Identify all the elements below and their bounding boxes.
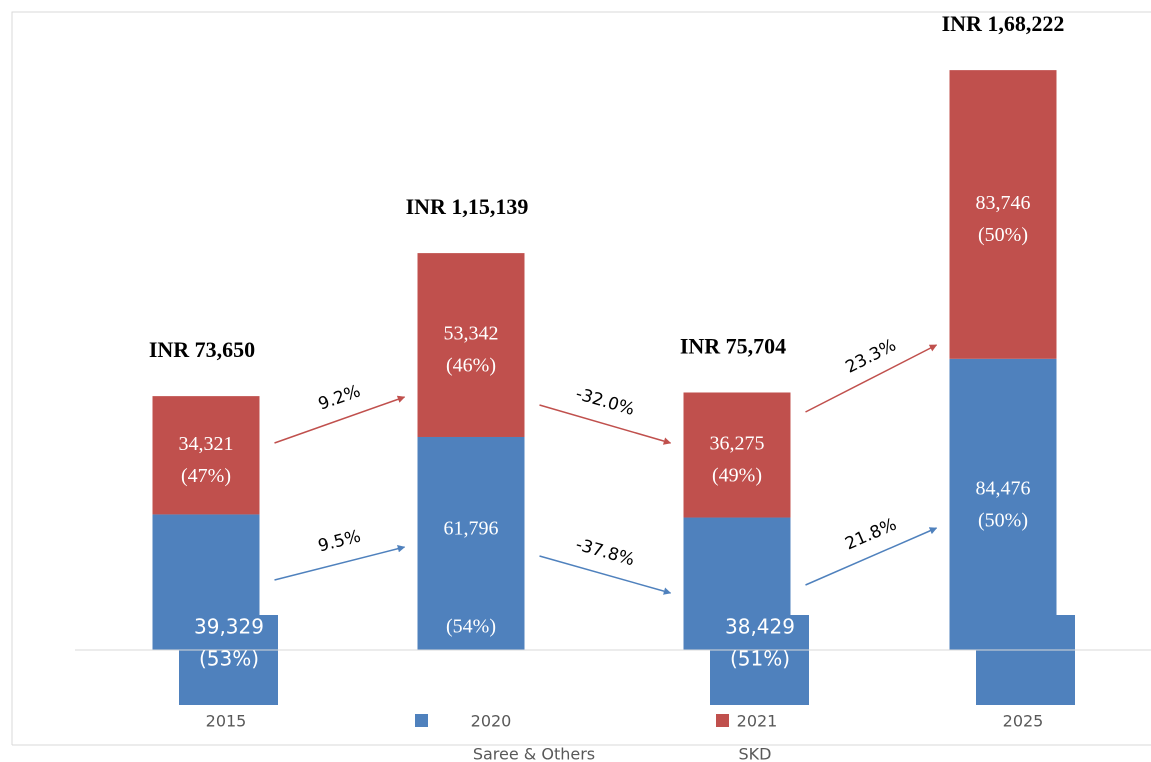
legend-label: Saree & Others [473, 745, 595, 762]
legend-label: SKD [739, 745, 772, 762]
growth-arrow [274, 395, 406, 444]
value-label: 53,342 [444, 323, 499, 345]
growth-arrow [805, 344, 938, 413]
value-label: 39,329 [194, 615, 264, 639]
percent-label: (54%) [446, 616, 496, 638]
x-tick-label: 2020 [471, 712, 512, 731]
x-tick-label: 2021 [737, 712, 778, 731]
total-label: INR 1,68,222 [942, 11, 1065, 36]
bar-segment [152, 396, 260, 515]
bar-segment [417, 436, 525, 650]
growth-label: 23.3% [842, 335, 899, 377]
percent-label: (53%) [199, 647, 259, 671]
x-tick-label: 2015 [206, 712, 247, 731]
bar-segment [949, 358, 1057, 650]
legend-swatch [716, 714, 729, 727]
label-box [710, 615, 809, 705]
total-label: INR 73,650 [149, 337, 255, 362]
growth-arrow [274, 545, 406, 581]
bar-segment [949, 70, 1057, 359]
value-label: 38,429 [725, 615, 795, 639]
growth-label: 9.2% [316, 381, 363, 414]
growth-arrow [805, 527, 938, 586]
percent-label: (50%) [978, 510, 1028, 532]
percent-label: (46%) [446, 355, 496, 377]
percent-label: (47%) [181, 465, 231, 487]
growth-label: 9.5% [316, 526, 363, 556]
growth-arrow [539, 555, 672, 595]
total-label: INR 1,15,139 [406, 194, 529, 219]
bar-segment [417, 253, 525, 437]
growth-arrow [539, 404, 672, 445]
frame [11, 11, 1151, 745]
label-box [179, 615, 278, 705]
percent-label: (51%) [730, 647, 790, 671]
total-label: INR 75,704 [680, 334, 786, 359]
value-label: 61,796 [444, 518, 499, 540]
percent-label: (50%) [978, 224, 1028, 246]
value-label: 84,476 [976, 478, 1031, 500]
growth-label: -32.0% [573, 384, 636, 420]
growth-label: -37.8% [573, 535, 636, 571]
bar-segment [683, 392, 791, 518]
x-tick-label: 2025 [1003, 712, 1044, 731]
value-label: 36,275 [710, 433, 765, 455]
label-box [976, 615, 1075, 705]
percent-label: (49%) [712, 465, 762, 487]
value-label: 34,321 [179, 433, 234, 455]
value-label: 83,746 [976, 192, 1031, 214]
legend-swatch [415, 714, 428, 727]
